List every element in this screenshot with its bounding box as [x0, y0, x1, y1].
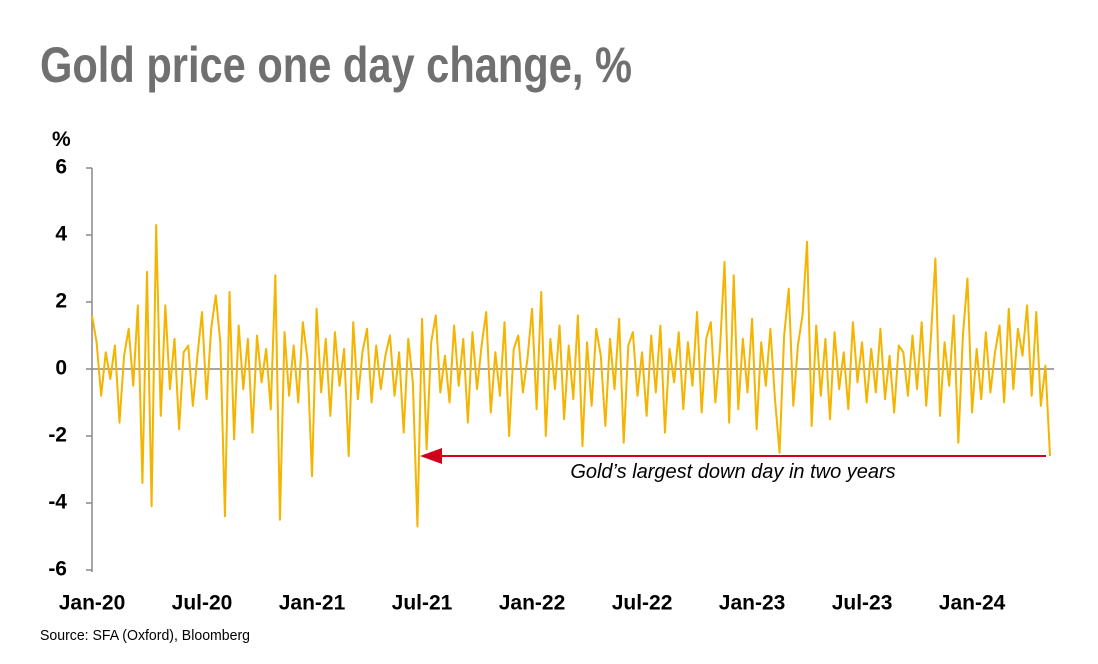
data-line [91, 223, 1051, 528]
x-tick-label: Jan-24 [939, 592, 1006, 615]
x-tick-label: Jul-21 [392, 592, 453, 615]
y-tick-label: 6 [55, 156, 67, 179]
source: Source: SFA (Oxford), Bloomberg [40, 627, 250, 644]
y-tick-label: 2 [55, 290, 67, 313]
x-tick-label: Jan-22 [499, 592, 566, 615]
y-axis-label: % [52, 128, 71, 151]
annotation: Gold’s largest down day in two years [570, 461, 895, 483]
y-tick-label: -4 [48, 491, 67, 514]
y-tick-label: 4 [55, 223, 67, 246]
x-tick-label: Jul-22 [612, 592, 673, 615]
y-tick-label: 0 [55, 357, 67, 380]
y-tick-label: -6 [48, 558, 67, 581]
annotation-arrowhead [420, 448, 442, 464]
x-tick-label: Jan-21 [279, 592, 346, 615]
x-tick-label: Jan-23 [719, 592, 786, 615]
chart-title: Gold price one day change, % [40, 37, 632, 93]
x-tick-label: Jan-20 [59, 592, 126, 615]
x-tick-label: Jul-23 [832, 592, 893, 615]
y-tick-label: -2 [48, 424, 67, 447]
x-tick-label: Jul-20 [172, 592, 233, 615]
